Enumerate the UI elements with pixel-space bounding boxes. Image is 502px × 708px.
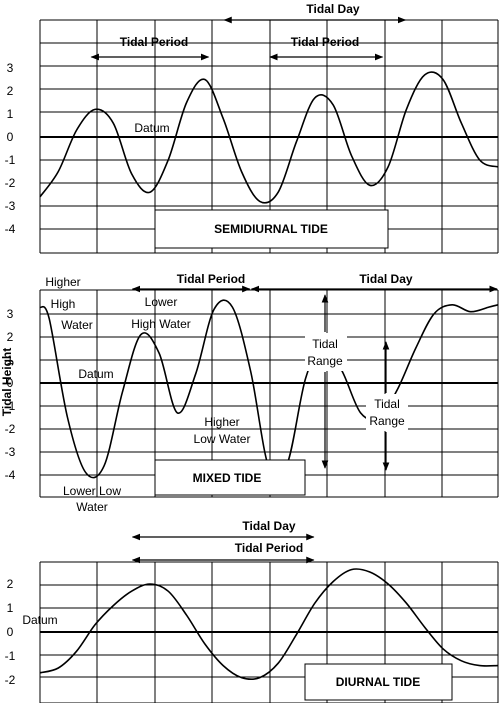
y-axis-label: Tidal Height	[0, 348, 14, 416]
y-tick-label: 0	[7, 130, 14, 144]
p2-lower-low-water-1: Lower Low	[63, 484, 121, 498]
p2-lower-high-water-1: Lower	[145, 295, 178, 309]
chart-panels: 3 2 1 0 -1 -2 -3 -4 3 2 1 0 -1 -2 -3 -4 2 1 0 -1 -2	[5, 16, 499, 704]
p1-tidal-period-label-1: Tidal Period	[120, 35, 188, 49]
p1-title: SEMIDIURNAL TIDE	[214, 222, 328, 236]
y-tick-label: 1	[7, 601, 14, 615]
y-tick-label: -3	[5, 199, 16, 213]
p2-title: MIXED TIDE	[193, 471, 262, 485]
p2-tidal-range-label-1b: Range	[307, 354, 343, 368]
y-tick-label: -4	[5, 222, 16, 236]
p2-higher-high-water-3: Water	[61, 318, 93, 332]
p2-lower-high-water-2: High Water	[131, 317, 191, 331]
p1-datum-label: Datum	[134, 121, 169, 135]
p2-higher-low-water-2: Low Water	[194, 432, 251, 446]
y-tick-label: -2	[5, 176, 16, 190]
y-tick-label: -4	[5, 468, 16, 482]
p2-title-box	[154, 459, 306, 496]
y-tick-label: 0	[7, 376, 14, 390]
tide-curve	[39, 568, 499, 681]
p2-datum-label: Datum	[78, 367, 113, 381]
p3-tidal-period-label: Tidal Period	[235, 541, 303, 555]
y-tick-label: 3	[7, 307, 14, 321]
y-tick-label: 3	[7, 61, 14, 75]
y-tick-label: -2	[5, 673, 16, 687]
p1-tidal-period-label-2: Tidal Period	[291, 35, 359, 49]
y-tick-label: 1	[7, 353, 14, 367]
p3-title-box	[304, 663, 453, 701]
p2-higher-low-water-1: Higher	[204, 415, 239, 429]
p2-tidal-period-label: Tidal Period	[177, 272, 245, 286]
p1-title-box	[154, 209, 389, 249]
p3-title: DIURNAL TIDE	[336, 675, 420, 689]
y-tick-label: -1	[5, 649, 16, 663]
y-tick-label: 1	[7, 107, 14, 121]
y-tick-label: 2	[7, 84, 14, 98]
y-tick-label: -2	[5, 422, 16, 436]
p3-datum-label: Datum	[22, 613, 57, 627]
p1-tidal-day-label: Tidal Day	[306, 2, 359, 16]
p2-tidal-range-label-2b: Range	[369, 414, 405, 428]
y-tick-label: -1	[5, 399, 16, 413]
p2-tidal-day-label: Tidal Day	[359, 272, 412, 286]
tide-curve	[39, 299, 499, 479]
p2-lower-low-water-2: Water	[76, 500, 108, 514]
tide-curve	[39, 71, 499, 204]
y-tick-label: -1	[5, 153, 16, 167]
p2-tidal-range-label-1a: Tidal	[312, 337, 338, 351]
p2-tidal-range-bg-2	[366, 394, 408, 431]
y-tick-label: 2	[7, 577, 14, 591]
y-tick-label: 0	[7, 625, 14, 639]
p2-higher-high-water-1: Higher	[45, 275, 80, 289]
p3-tidal-day-label: Tidal Day	[242, 519, 295, 533]
y-tick-label: 2	[7, 330, 14, 344]
panel-2: 3 2 1 0 -1 -2 -3 -4	[5, 285, 499, 498]
y-tick-label: -3	[5, 445, 16, 459]
p2-tidal-range-label-2a: Tidal	[374, 397, 400, 411]
p2-tidal-range-bg-1	[305, 333, 347, 371]
p2-higher-high-water-2: High	[51, 297, 76, 311]
